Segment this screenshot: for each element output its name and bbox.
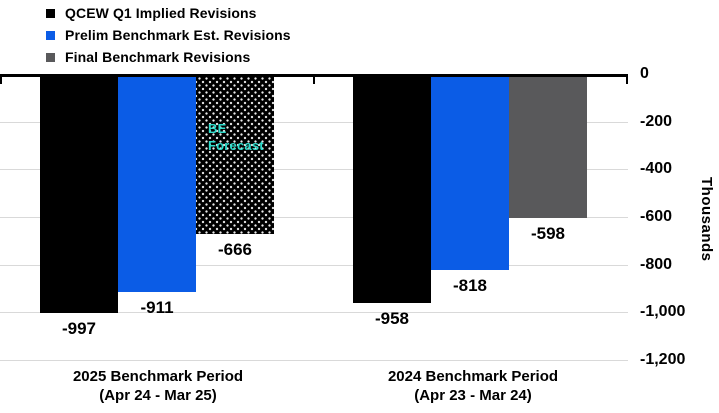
gridline [0,360,628,361]
bar-qcew-2024 [353,75,431,303]
bar-value-label: -997 [61,319,97,338]
gridline [0,312,628,313]
forecast-annotation: BE Forecast [208,120,264,154]
axis-tick [0,76,2,84]
y-tick-label: -200 [640,113,673,130]
forecast-annotation-line2: Forecast [208,138,264,153]
legend-item-final: Final Benchmark Revisions [46,48,291,66]
y-axis-title: Thousands [698,177,715,262]
category-label-line1: 2024 Benchmark Period [387,368,559,385]
plot-area: -997 -911 BE Forecast -666 -958 -818 -598 [0,74,630,361]
legend-label-qcew: QCEW Q1 Implied Revisions [65,5,257,21]
bar-final-2025: BE Forecast [196,75,274,234]
category-label: 2025 Benchmark Period (Apr 24 - Mar 25) [8,367,308,405]
x-axis-line [0,74,628,77]
bar-value-label: -666 [217,240,253,259]
legend-swatch-icon [46,30,55,40]
axis-tick [313,76,315,84]
legend-label-final: Final Benchmark Revisions [65,49,251,65]
category-label-line2: (Apr 24 - Mar 25) [99,387,217,404]
bar-value-label: -598 [530,224,566,243]
y-tick-label: 0 [640,65,649,82]
forecast-annotation-line1: BE [208,121,227,136]
category-label-line2: (Apr 23 - Mar 24) [414,387,532,404]
bar-prelim-2025 [118,75,196,292]
gridline [0,217,628,218]
bar-final-2024 [509,75,587,218]
bar-value-label: -818 [452,276,488,295]
bar-value-label: -958 [374,309,410,328]
legend-swatch-icon [46,52,55,62]
gridline [0,122,628,123]
y-tick-label: -1,000 [640,303,686,320]
gridline [0,265,628,266]
bar-qcew-2025 [40,75,118,313]
gridline [0,169,628,170]
bar-prelim-2024 [431,75,509,270]
legend: QCEW Q1 Implied Revisions Prelim Benchmar… [46,4,291,70]
y-tick-label: -600 [640,208,673,225]
axis-tick [626,76,628,84]
category-label: 2024 Benchmark Period (Apr 23 - Mar 24) [323,367,623,405]
legend-swatch-icon [46,8,55,18]
y-tick-label: -800 [640,256,673,273]
y-tick-label: -1,200 [640,351,686,368]
y-tick-label: -400 [640,160,673,177]
bar-value-label: -911 [140,298,174,317]
y-axis: 0 -200 -400 -600 -800 -1,000 -1,200 [640,65,719,368]
legend-item-prelim: Prelim Benchmark Est. Revisions [46,26,291,44]
x-axis-labels: 2025 Benchmark Period (Apr 24 - Mar 25) 20… [0,366,719,410]
legend-item-qcew: QCEW Q1 Implied Revisions [46,4,291,22]
category-label-line1: 2025 Benchmark Period [72,368,244,385]
legend-label-prelim: Prelim Benchmark Est. Revisions [65,27,291,43]
